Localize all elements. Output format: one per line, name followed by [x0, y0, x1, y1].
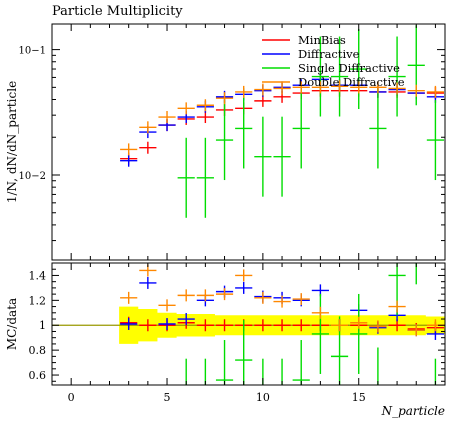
- x-tick-label: 15: [352, 391, 366, 404]
- y-tick-label: 0.6: [29, 369, 47, 382]
- ratio-axis-label: MC/data: [5, 298, 19, 350]
- x-tick-label: 0: [68, 391, 75, 404]
- chart-title: Particle Multiplicity: [52, 4, 183, 19]
- legend-label: Diffractive: [298, 47, 360, 61]
- y-axis-label: 1/N, dN/dN_particle: [5, 81, 19, 203]
- main-series-double-diffractive: [120, 80, 444, 156]
- x-tick-label: 5: [164, 391, 171, 404]
- legend-label: Single Diffractive: [298, 61, 400, 75]
- legend-label: MinBias: [298, 33, 346, 47]
- legend-label: Double Diffractive: [298, 75, 405, 89]
- y-tick-label: 1: [39, 319, 46, 332]
- y-tick-label: 1.4: [29, 269, 47, 282]
- main-plot-frame: [51, 23, 446, 261]
- ratio-plot-frame: [51, 262, 446, 386]
- x-axis-label: N_particle: [381, 404, 445, 418]
- x-tick-label: 10: [256, 391, 270, 404]
- y-tick-label: 1.2: [29, 294, 47, 307]
- y-tick-label: 10−1: [19, 46, 46, 57]
- y-tick-label: 0.8: [29, 344, 47, 357]
- y-tick-label: 10−2: [19, 171, 46, 182]
